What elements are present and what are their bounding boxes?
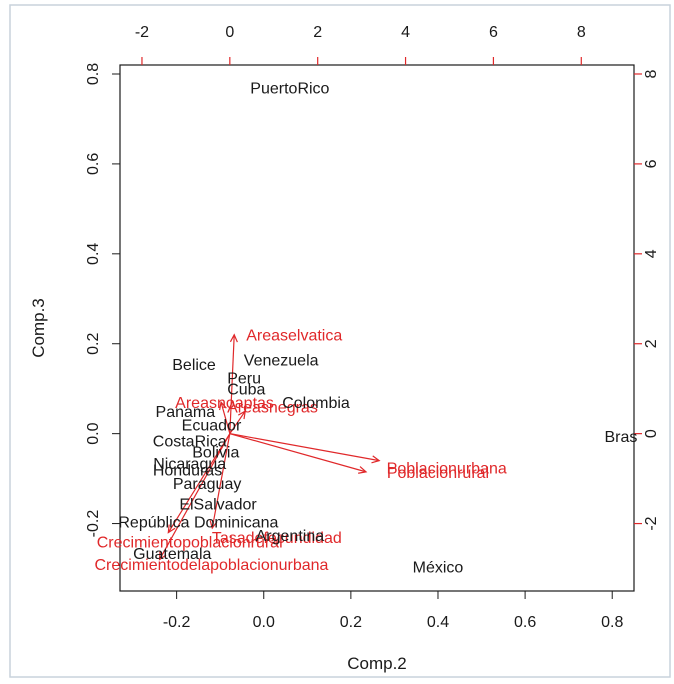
right-tick-label: 6 bbox=[643, 159, 660, 168]
y-tick-label: 0.2 bbox=[85, 333, 102, 355]
loading-arrow bbox=[159, 433, 231, 560]
observation-label: México bbox=[413, 559, 464, 576]
observation-label: Peru bbox=[227, 370, 261, 387]
top-tick-label: 0 bbox=[225, 24, 234, 41]
top-tick-label: 6 bbox=[489, 24, 498, 41]
y-tick-label: 0.6 bbox=[85, 153, 102, 175]
loading-arrowhead bbox=[358, 466, 368, 474]
loading-arrowhead bbox=[167, 524, 176, 534]
x-tick-label: -0.2 bbox=[163, 614, 191, 631]
observation-label: Nicaragua bbox=[153, 456, 226, 473]
observation-label: ElSalvador bbox=[179, 496, 257, 513]
loading-arrow bbox=[211, 433, 231, 529]
observation-label: República Dominicana bbox=[118, 514, 278, 531]
x-axis-label: Comp.2 bbox=[347, 654, 407, 673]
loading-label: Crecimientodelapoblacionurbana bbox=[95, 557, 329, 574]
y-tick-label: 0.0 bbox=[85, 422, 102, 444]
right-tick-label: -2 bbox=[643, 516, 660, 530]
loading-arrowhead bbox=[219, 400, 227, 411]
y-tick-label: 0.8 bbox=[85, 63, 102, 85]
x-tick-label: 0.8 bbox=[601, 614, 623, 631]
x-tick-label: 0.2 bbox=[340, 614, 362, 631]
top-tick-label: 4 bbox=[401, 24, 410, 41]
right-tick-label: 0 bbox=[643, 429, 660, 438]
loading-label: Poblacionrural bbox=[387, 465, 489, 482]
observation-label: CostaRica bbox=[153, 433, 227, 450]
loading-arrows bbox=[158, 333, 381, 561]
right-tick-label: 2 bbox=[643, 339, 660, 348]
observation-label: Cuba bbox=[227, 382, 265, 399]
loading-arrow bbox=[229, 410, 246, 434]
y-tick-label: -0.2 bbox=[85, 510, 102, 538]
loading-label: Crecimientopoblacionrural bbox=[97, 535, 283, 552]
top-tick-label: 8 bbox=[577, 24, 586, 41]
observation-label: Belice bbox=[172, 357, 216, 374]
right-tick-label: 4 bbox=[643, 249, 660, 258]
loading-arrowhead bbox=[371, 455, 381, 464]
x-tick-label: 0.6 bbox=[514, 614, 536, 631]
x-tick-label: 0.4 bbox=[427, 614, 449, 631]
observation-label: Ecuador bbox=[182, 418, 242, 435]
bottom-axis: -0.2 0.0 0.2 0.4 0.6 0.8 bbox=[163, 591, 623, 631]
loading-label: Areasnegras bbox=[227, 400, 318, 417]
loading-arrow bbox=[229, 334, 235, 434]
loading-arrow bbox=[229, 433, 380, 462]
observation-label: Bolivia bbox=[192, 445, 239, 462]
observation-label: Venezuela bbox=[244, 352, 319, 369]
observation-label: Honduras bbox=[153, 463, 222, 480]
observation-label: PuertoRico bbox=[250, 80, 329, 97]
x-tick-label: 0.0 bbox=[253, 614, 275, 631]
loading-label: Poblacionurbana bbox=[387, 460, 507, 477]
figure-border bbox=[9, 4, 671, 678]
left-axis: -0.2 0.0 0.2 0.4 0.6 0.8 bbox=[85, 63, 120, 538]
loading-arrow bbox=[220, 402, 231, 434]
right-tick-label: 8 bbox=[643, 69, 660, 78]
loading-arrow bbox=[167, 433, 231, 533]
plot-area bbox=[119, 64, 635, 592]
top-tick-label: 2 bbox=[313, 24, 322, 41]
observation-label: Colombia bbox=[282, 395, 350, 412]
observation-label: Argentina bbox=[256, 528, 325, 545]
y-tick-label: 0.4 bbox=[85, 243, 102, 265]
observation-label: Paraguay bbox=[173, 476, 242, 493]
loading-arrow bbox=[229, 433, 367, 473]
observation-label: Guatemala bbox=[133, 546, 211, 563]
loading-arrowhead bbox=[229, 333, 238, 343]
loading-label: Tasadefecundidad bbox=[212, 530, 342, 547]
loading-arrowhead bbox=[209, 520, 218, 530]
loading-label: Areasnoaptas bbox=[175, 395, 274, 412]
y-axis-label: Comp.3 bbox=[29, 298, 48, 358]
top-axis: -2 0 2 4 6 8 bbox=[135, 24, 586, 65]
top-tick-label: -2 bbox=[135, 24, 149, 41]
right-axis: -2 0 2 4 6 8 bbox=[634, 69, 660, 531]
loading-label: Areaselvatica bbox=[246, 328, 342, 345]
observation-label: Bras bbox=[604, 429, 637, 446]
loading-arrowhead bbox=[158, 551, 167, 561]
loading-arrowhead bbox=[237, 410, 246, 420]
observation-label: Panama bbox=[156, 404, 216, 421]
